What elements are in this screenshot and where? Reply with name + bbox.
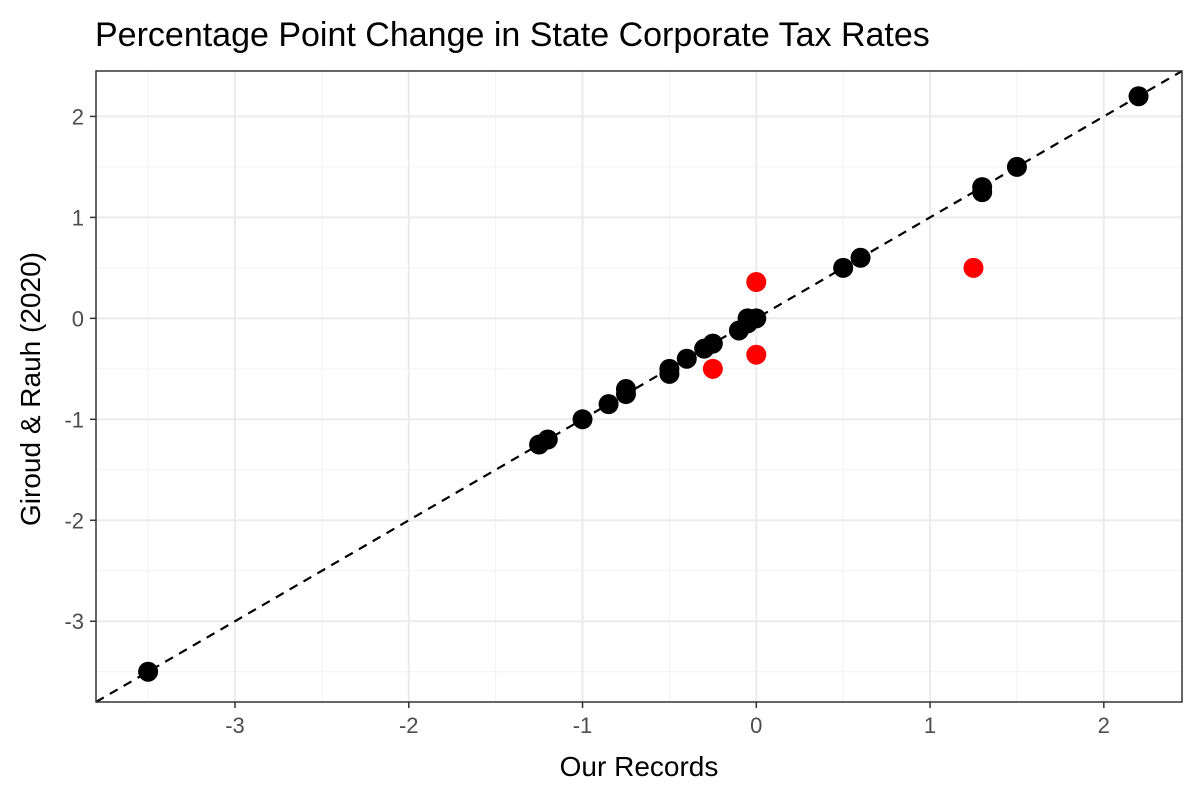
chart-title: Percentage Point Change in State Corpora… (95, 16, 930, 54)
data-point (138, 661, 159, 682)
mismatch-data-point (746, 272, 767, 293)
x-tick-label: 2 (1098, 713, 1110, 738)
x-axis-ticks: -3 -2 -1 0 1 2 (225, 702, 1110, 738)
y-tick-label: -1 (64, 407, 84, 432)
data-point (598, 394, 619, 415)
data-point (850, 247, 871, 268)
major-gridlines (96, 71, 1182, 702)
mismatch-data-point (963, 257, 984, 278)
y-axis-title: Giroud & Rauh (2020) (15, 252, 46, 526)
y-tick-label: 1 (72, 205, 84, 230)
y-tick-label: 2 (72, 104, 84, 129)
plot-panel-border (95, 70, 1183, 703)
data-point (1006, 156, 1027, 177)
data-point (615, 379, 636, 400)
data-point (1128, 86, 1149, 107)
x-axis-title: Our Records (560, 751, 719, 782)
data-point (537, 429, 558, 450)
data-point (702, 333, 723, 354)
identity-reference-line (95, 70, 1183, 703)
x-tick-label: 1 (924, 713, 936, 738)
y-tick-label: -3 (64, 609, 84, 634)
data-point (659, 358, 680, 379)
x-tick-label: -2 (399, 713, 419, 738)
y-tick-label: 0 (72, 306, 84, 331)
mismatch-data-point (702, 358, 723, 379)
data-point (972, 177, 993, 198)
data-point (572, 409, 593, 430)
data-point (676, 348, 697, 369)
data-points (138, 86, 1149, 682)
data-point (833, 257, 854, 278)
x-tick-label: 0 (750, 713, 762, 738)
mismatch-data-point (746, 344, 767, 365)
y-tick-label: -2 (64, 508, 84, 533)
y-axis-ticks: -3 -2 -1 0 1 2 (64, 104, 96, 634)
x-tick-label: -1 (573, 713, 593, 738)
x-tick-label: -3 (225, 713, 245, 738)
data-point (746, 308, 767, 329)
